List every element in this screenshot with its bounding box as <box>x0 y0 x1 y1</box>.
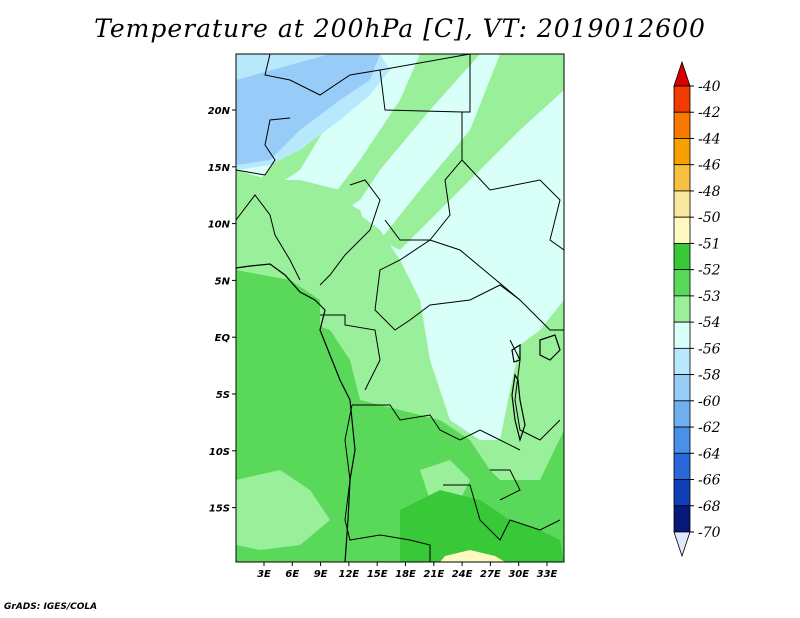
colorbar-label: -54 <box>698 315 721 331</box>
coastline <box>235 263 356 563</box>
lon-tick-label: 24E <box>452 569 473 580</box>
lon-tick-label: 12E <box>339 569 360 580</box>
lat-tick-label: 10S <box>209 447 230 458</box>
colorbar-swatch <box>673 85 691 113</box>
colorbar-swatch <box>673 426 691 454</box>
colorbar-label: -64 <box>698 446 721 462</box>
colorbar-swatch <box>673 321 691 349</box>
lon-tick-label: 18E <box>395 569 416 580</box>
lon-tick-label: 3E <box>257 569 271 580</box>
blue-region-top <box>236 54 320 80</box>
colorbar-label: -52 <box>698 263 721 279</box>
country-borders <box>235 53 565 562</box>
lat-tick-label: 15S <box>209 504 230 515</box>
colorbar-label: -40 <box>698 79 721 95</box>
dark-green-region-south <box>400 490 564 562</box>
green-band-3 <box>380 54 564 250</box>
colorbar-label: -50 <box>698 210 721 226</box>
colorbar-label: -53 <box>698 289 721 305</box>
colorbar-label: -60 <box>698 394 721 410</box>
colorbar-label: -70 <box>698 525 721 541</box>
colorbar-swatch <box>673 347 691 375</box>
lon-tick-label: 15E <box>367 569 388 580</box>
colorbar-label: -62 <box>698 420 721 436</box>
colorbar-swatch <box>673 505 691 533</box>
grads-credit: GrADS: IGES/COLA <box>4 602 98 612</box>
colorbar-label: -46 <box>698 158 721 174</box>
colorbar-label: -68 <box>698 499 721 515</box>
colorbar-label: -56 <box>698 341 721 357</box>
colorbar-swatch <box>673 138 691 166</box>
colorbar-swatch <box>673 479 691 507</box>
lon-tick-label: 6E <box>285 569 299 580</box>
colorbar-swatch <box>673 216 691 244</box>
lat-tick-label: 15N <box>208 163 231 174</box>
green-band-4 <box>236 200 370 275</box>
colorbar-label: -66 <box>698 473 721 489</box>
longitude-axis: 3E 6E 9E 12E 15E 18E 21E 24E 27E 30E 33E <box>257 562 558 580</box>
colorbar-swatch <box>673 295 691 323</box>
map-frame <box>235 53 565 563</box>
colorbar-swatch <box>673 243 691 271</box>
lon-tick-label: 21E <box>423 569 444 580</box>
colorbar-label: -44 <box>698 131 721 147</box>
colorbar-swatch <box>673 111 691 139</box>
lat-tick-label: 10N <box>208 220 231 231</box>
colorbar-bottom-arrow <box>673 531 691 558</box>
yellow-region-south <box>440 550 505 562</box>
lat-tick-label: 20N <box>208 106 231 117</box>
light-patch-south-mid <box>420 460 470 500</box>
colorbar-top-arrow <box>673 60 691 87</box>
colorbar-label: -51 <box>698 236 721 252</box>
colorbar-swatch <box>673 452 691 480</box>
map-title: Temperature at 200hPa [C], VT: 201901260… <box>94 14 706 43</box>
green-band-2 <box>330 54 480 210</box>
colorbar: -40 -42 -44 -46 -48 -50 -51 -52 -53 -54 -56 -58 -60 -… <box>673 60 721 558</box>
colorbar-label: -58 <box>698 368 721 384</box>
colorbar-label: -48 <box>698 184 721 200</box>
lakes <box>511 334 561 443</box>
colorbar-swatch <box>673 400 691 428</box>
colorbar-label: -42 <box>698 105 721 121</box>
map-panel <box>235 53 565 563</box>
lon-tick-label: 27E <box>480 569 501 580</box>
lat-tick-label: EQ <box>215 333 231 344</box>
lon-tick-label: 9E <box>314 569 328 580</box>
latitude-axis: 20N 15N 10N 5N EQ 5S 10S 15S <box>208 106 236 515</box>
lat-tick-label: 5S <box>216 390 230 401</box>
colorbar-swatch <box>673 164 691 192</box>
colorbar-swatch <box>673 269 691 297</box>
lat-tick-label: 5N <box>215 276 231 287</box>
colorbar-swatch <box>673 190 691 218</box>
lon-tick-label: 30E <box>508 569 529 580</box>
colorbar-swatch <box>673 374 691 402</box>
blue-region-dark <box>236 54 380 165</box>
lon-tick-label: 33E <box>537 569 558 580</box>
light-patch-southwest <box>236 470 330 550</box>
